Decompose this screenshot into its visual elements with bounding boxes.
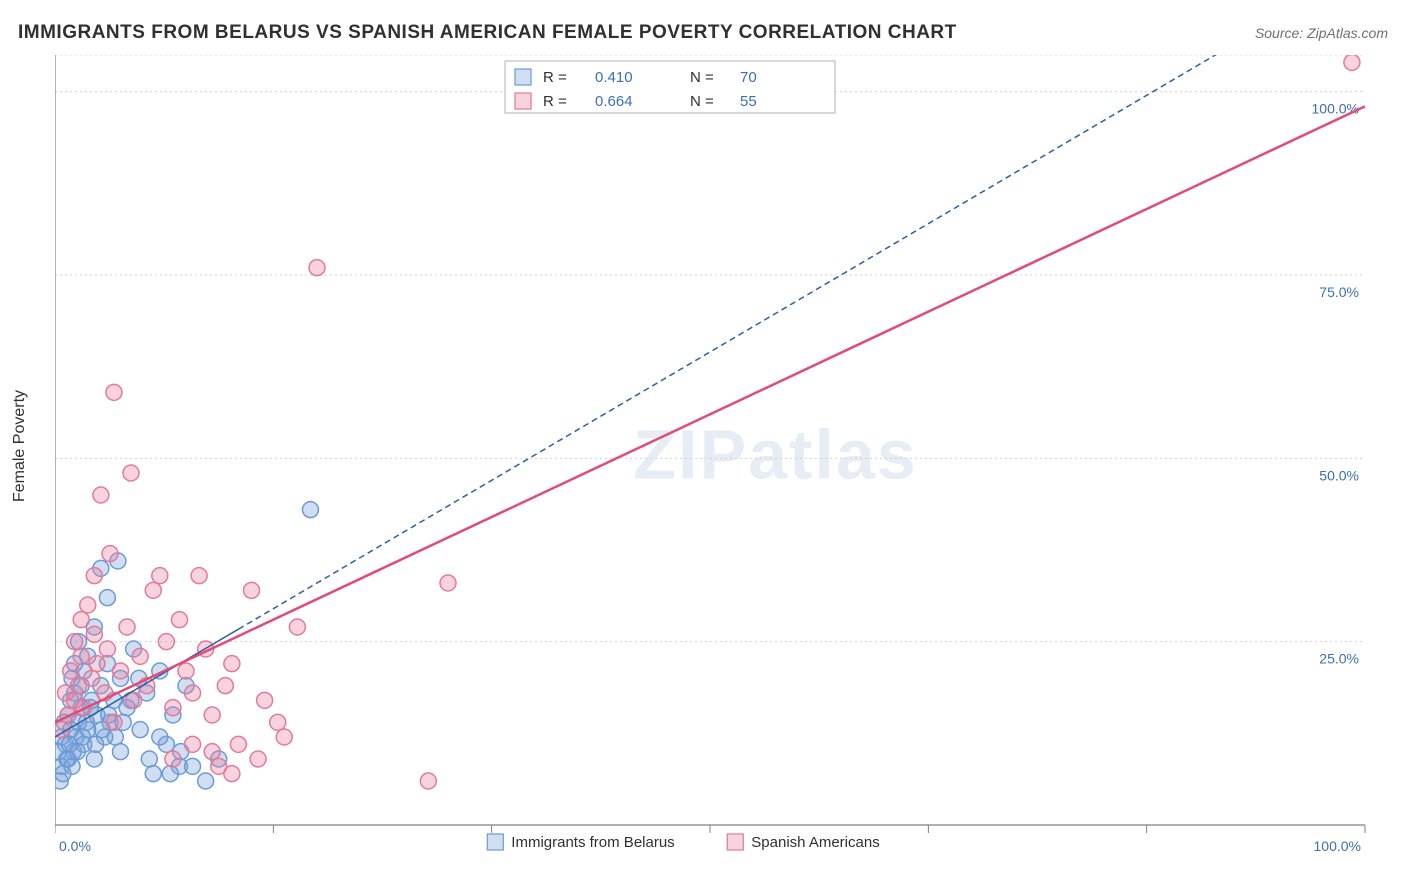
legend-r-value: 0.410 xyxy=(595,69,633,86)
scatter-point xyxy=(185,736,201,752)
chart-title: IMMIGRANTS FROM BELARUS VS SPANISH AMERI… xyxy=(18,22,957,44)
scatter-point xyxy=(63,663,79,679)
scatter-point xyxy=(84,670,100,686)
scatter-point xyxy=(80,597,96,613)
trend-line xyxy=(55,106,1365,722)
scatter-point xyxy=(106,384,122,400)
legend-r-label: R = xyxy=(543,93,567,110)
legend-r-label: R = xyxy=(543,69,567,86)
scatter-point xyxy=(64,758,80,774)
scatter-point xyxy=(102,546,118,562)
legend-swatch xyxy=(515,69,531,85)
scatter-point xyxy=(1344,55,1360,70)
y-tick-label: 75.0% xyxy=(1319,284,1359,300)
scatter-point xyxy=(270,714,286,730)
scatter-point xyxy=(162,766,178,782)
y-tick-label: 50.0% xyxy=(1319,467,1359,483)
x-tick-label: 0.0% xyxy=(59,838,91,854)
scatter-point xyxy=(67,634,83,650)
legend-n-label: N = xyxy=(690,93,714,110)
scatter-point xyxy=(141,751,157,767)
scatter-point xyxy=(178,663,194,679)
y-tick-label: 25.0% xyxy=(1319,651,1359,667)
scatter-point xyxy=(99,641,115,657)
scatter-point xyxy=(123,465,139,481)
scatter-point xyxy=(257,692,273,708)
scatter-point xyxy=(73,648,89,664)
trend-line-extrapolated xyxy=(238,55,1365,629)
scatter-point xyxy=(224,766,240,782)
scatter-point xyxy=(165,700,181,716)
scatter-point xyxy=(302,502,318,518)
scatter-point xyxy=(69,744,85,760)
scatter-point xyxy=(191,568,207,584)
y-axis-label: Female Poverty xyxy=(11,390,29,502)
scatter-point xyxy=(99,590,115,606)
source-label: Source: ZipAtlas.com xyxy=(1255,25,1388,41)
scatter-point xyxy=(204,707,220,723)
scatter-point xyxy=(106,714,122,730)
scatter-point xyxy=(132,648,148,664)
legend-swatch xyxy=(515,93,531,109)
legend-swatch xyxy=(487,834,503,850)
scatter-point xyxy=(107,729,123,745)
scatter-point xyxy=(89,656,105,672)
scatter-point xyxy=(132,722,148,738)
scatter-point xyxy=(73,612,89,628)
scatter-point xyxy=(204,744,220,760)
scatter-point xyxy=(86,626,102,642)
scatter-point xyxy=(171,612,187,628)
scatter-point xyxy=(185,758,201,774)
scatter-point xyxy=(250,751,266,767)
legend-series-name: Immigrants from Belarus xyxy=(511,834,674,851)
scatter-point xyxy=(224,656,240,672)
scatter-point xyxy=(113,744,129,760)
scatter-point xyxy=(309,260,325,276)
scatter-point xyxy=(93,487,109,503)
scatter-point xyxy=(244,582,260,598)
scatter-point xyxy=(152,568,168,584)
legend-n-value: 55 xyxy=(740,93,757,110)
legend-r-value: 0.664 xyxy=(595,93,633,110)
y-tick-label: 100.0% xyxy=(1312,101,1359,117)
scatter-point xyxy=(86,751,102,767)
scatter-point xyxy=(86,568,102,584)
scatter-point xyxy=(440,575,456,591)
legend-n-value: 70 xyxy=(740,69,757,86)
scatter-point xyxy=(198,773,214,789)
legend-n-label: N = xyxy=(690,69,714,86)
scatter-point xyxy=(185,685,201,701)
legend-swatch xyxy=(727,834,743,850)
watermark: ZIPatlas xyxy=(633,416,917,494)
scatter-point xyxy=(158,634,174,650)
scatter-point xyxy=(217,678,233,694)
scatter-point xyxy=(113,663,129,679)
legend-series-name: Spanish Americans xyxy=(751,834,879,851)
scatter-point xyxy=(145,582,161,598)
scatter-point xyxy=(289,619,305,635)
scatter-point xyxy=(230,736,246,752)
x-tick-label: 100.0% xyxy=(1314,838,1361,854)
scatter-point xyxy=(119,619,135,635)
scatter-point xyxy=(165,751,181,767)
scatter-point xyxy=(145,766,161,782)
scatter-point xyxy=(276,729,292,745)
scatter-chart: ZIPatlas 25.0% 50.0% 75.0% 100.0% 0.0% 100.0% R… xyxy=(55,55,1385,855)
scatter-point xyxy=(152,729,168,745)
scatter-point xyxy=(88,736,104,752)
scatter-point xyxy=(420,773,436,789)
